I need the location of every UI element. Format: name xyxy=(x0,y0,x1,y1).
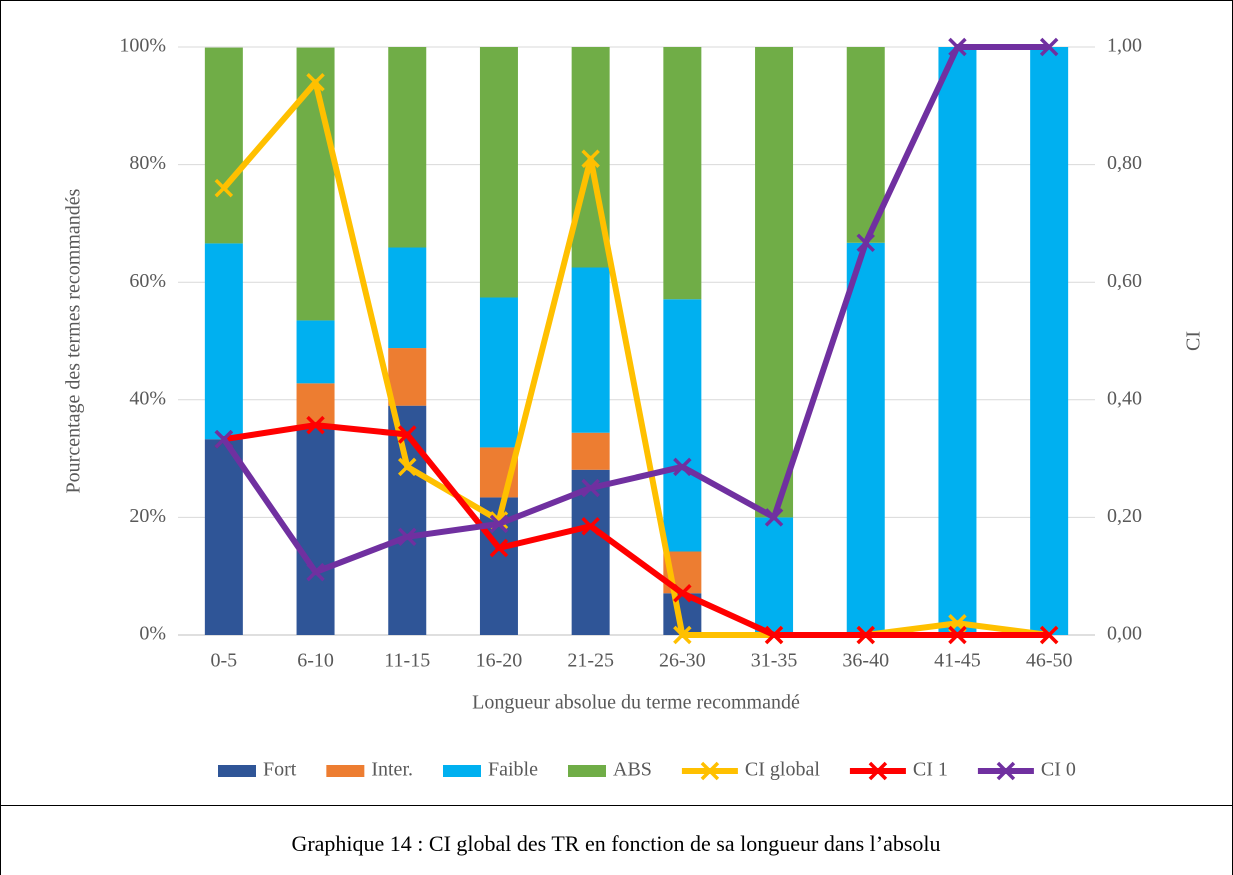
marker xyxy=(948,37,967,57)
legend-swatch xyxy=(568,765,606,777)
marker xyxy=(581,478,600,498)
legend-label: ABS xyxy=(613,759,652,781)
marker xyxy=(581,149,600,168)
marker xyxy=(398,457,417,477)
bar-segment xyxy=(571,469,610,635)
bar-segment xyxy=(296,425,335,635)
marker xyxy=(306,415,325,435)
marker xyxy=(948,625,967,645)
bar-segment xyxy=(204,47,243,244)
legend-marker xyxy=(996,761,1016,781)
legend-marker xyxy=(700,761,720,781)
bar-segment xyxy=(571,432,610,470)
bar-segment xyxy=(755,47,794,518)
bar-segment xyxy=(388,348,427,406)
x-tick-label: 31-35 xyxy=(751,650,798,672)
marker xyxy=(489,514,509,534)
bar-segment xyxy=(846,242,885,635)
bar-segment xyxy=(755,517,794,635)
bar-segment xyxy=(204,243,243,440)
y-tick-label: 0% xyxy=(139,623,166,645)
marker xyxy=(764,625,784,645)
bar-segment xyxy=(388,47,427,248)
legend-label: Faible xyxy=(488,759,538,781)
y-tick-label: 80% xyxy=(129,152,166,174)
marker xyxy=(306,73,325,92)
bar-segment xyxy=(571,267,610,433)
bar-segment xyxy=(204,439,243,635)
legend-label: Fort xyxy=(263,759,297,781)
y-tick-label: 40% xyxy=(129,387,166,409)
y-tick-label: 20% xyxy=(129,505,166,527)
marker xyxy=(673,625,692,645)
line xyxy=(223,422,1050,638)
line xyxy=(221,79,1050,638)
marker xyxy=(856,233,875,253)
bar-segment xyxy=(1030,47,1069,635)
bar-segment xyxy=(938,47,977,635)
legend-label: CI 1 xyxy=(913,759,948,781)
x-tick-label: 26-30 xyxy=(659,650,706,672)
marker xyxy=(673,584,692,603)
x-tick-label: 6-10 xyxy=(297,650,334,672)
y2-axis-title: CI xyxy=(1183,331,1205,351)
bar-segment xyxy=(388,405,427,635)
marker xyxy=(673,457,692,477)
bar-segment xyxy=(479,297,518,448)
legend-label: CI global xyxy=(745,759,820,781)
y2-tick-label: 0,20 xyxy=(1107,505,1142,527)
bar-segment xyxy=(388,247,427,349)
marker xyxy=(856,625,875,645)
marker xyxy=(764,508,784,527)
y2-tick-label: 0,80 xyxy=(1107,152,1142,174)
bar-segment xyxy=(479,47,518,298)
marker xyxy=(489,538,509,558)
y2-tick-label: 0,00 xyxy=(1107,623,1142,645)
x-tick-label: 21-25 xyxy=(567,650,614,672)
legend-swatch xyxy=(326,765,365,777)
marker xyxy=(398,425,417,444)
legend-swatch xyxy=(218,765,256,777)
marker xyxy=(214,429,234,449)
x-tick-label: 0-5 xyxy=(211,650,238,672)
x-tick-label: 11-15 xyxy=(384,650,430,672)
y-tick-label: 100% xyxy=(119,35,166,57)
caption: Graphique 14 : CI global des TR en fonct… xyxy=(291,831,940,856)
legend-label: Inter. xyxy=(371,759,413,781)
marker xyxy=(214,178,234,198)
legend-marker xyxy=(868,761,888,781)
bar-segment xyxy=(296,383,335,426)
marker xyxy=(306,562,325,582)
marker xyxy=(1039,37,1059,57)
legend-label: CI 0 xyxy=(1041,759,1076,781)
y2-tick-label: 0,60 xyxy=(1107,270,1142,292)
line xyxy=(221,44,1050,576)
marker xyxy=(581,516,600,536)
x-tick-label: 16-20 xyxy=(476,650,523,672)
y-tick-label: 60% xyxy=(129,270,166,292)
y-axis-title: Pourcentage des termes recommandés xyxy=(63,188,85,493)
marker xyxy=(1039,625,1059,645)
bar-segment xyxy=(663,47,702,300)
legend-swatch xyxy=(443,765,481,777)
y2-tick-label: 1,00 xyxy=(1107,35,1142,57)
y2-tick-label: 0,40 xyxy=(1107,387,1142,409)
bar-segment xyxy=(663,299,702,552)
bar-segment xyxy=(296,320,335,384)
x-tick-label: 36-40 xyxy=(842,650,889,672)
x-tick-label: 46-50 xyxy=(1026,650,1073,672)
x-tick-label: 41-45 xyxy=(934,650,981,672)
x-axis-title: Longueur absolue du terme recommandé xyxy=(472,692,800,714)
marker xyxy=(398,527,417,547)
